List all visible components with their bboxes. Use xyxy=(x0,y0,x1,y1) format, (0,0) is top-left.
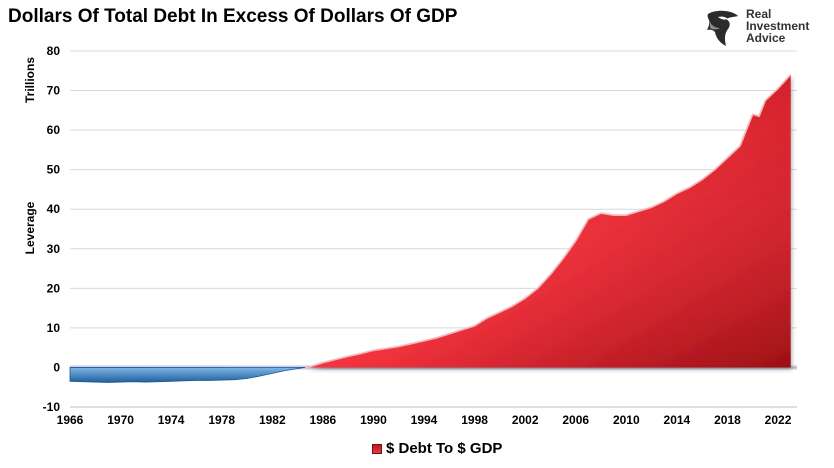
series-line xyxy=(305,74,792,369)
y-axis-label-leverage: Leverage xyxy=(23,201,37,254)
eagle-head-icon xyxy=(707,10,738,46)
x-tick-label: 1970 xyxy=(107,413,134,427)
y-axis-ticks: -10 0 10 20 30 40 50 60 70 80 xyxy=(43,44,61,414)
negative-area xyxy=(69,367,306,383)
x-tick-label: 2010 xyxy=(613,413,640,427)
x-tick-label: 1994 xyxy=(411,413,438,427)
legend-swatch xyxy=(372,443,382,454)
y-tick-label: 10 xyxy=(47,321,61,335)
y-tick-label: 30 xyxy=(47,242,61,256)
x-tick-label: 2006 xyxy=(562,413,589,427)
chart-title: Dollars Of Total Debt In Excess Of Dolla… xyxy=(8,6,458,27)
legend-label: $ Debt To $ GDP xyxy=(386,440,503,457)
brand-name: Real Investment Advice xyxy=(746,7,810,45)
y-axis-label-trillions: Trillions xyxy=(23,57,37,103)
x-axis-ticks: 1966 1970 1974 1978 1982 1986 1990 1994 1998 2002… xyxy=(57,413,792,427)
x-tick-label: 2014 xyxy=(664,413,691,427)
y-tick-label: 60 xyxy=(47,123,61,137)
x-tick-label: 1998 xyxy=(461,413,488,427)
y-tick-label: -10 xyxy=(43,400,61,414)
x-tick-label: 2002 xyxy=(512,413,539,427)
brand-logo: Real Investment Advice xyxy=(704,8,824,54)
y-tick-label: 20 xyxy=(47,281,61,295)
x-tick-label: 1966 xyxy=(57,413,84,427)
x-tick-label: 1978 xyxy=(208,413,235,427)
y-tick-label: 50 xyxy=(47,163,61,177)
y-tick-label: 40 xyxy=(47,202,61,216)
x-tick-label: 1982 xyxy=(259,413,286,427)
series-area xyxy=(69,74,797,383)
x-tick-label: 1986 xyxy=(310,413,337,427)
y-tick-label: 0 xyxy=(53,360,60,374)
legend: $ Debt To $ GDP xyxy=(372,440,502,457)
x-tick-label: 1990 xyxy=(360,413,387,427)
x-tick-label: 2022 xyxy=(765,413,792,427)
y-tick-label: 70 xyxy=(47,84,61,98)
x-tick-label: 2018 xyxy=(714,413,741,427)
x-tick-label: 1974 xyxy=(158,413,185,427)
y-tick-label: 80 xyxy=(47,44,61,58)
positive-area-shade xyxy=(305,74,791,368)
